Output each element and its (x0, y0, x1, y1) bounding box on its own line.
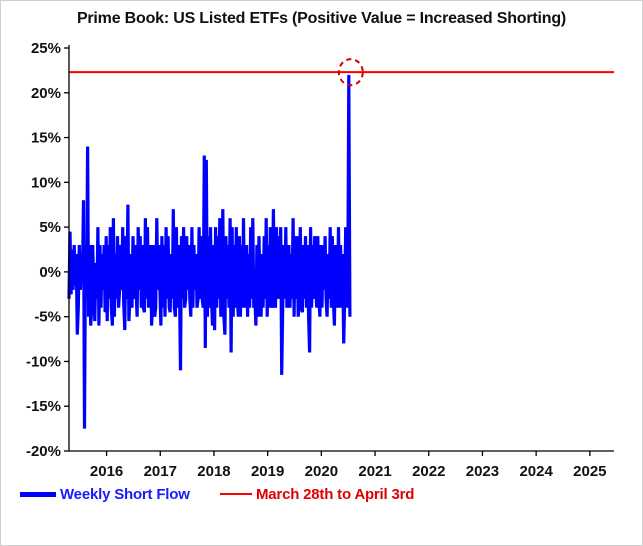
x-tick-label: 2021 (358, 463, 391, 480)
legend-item-weekly-short-flow: Weekly Short Flow (20, 483, 190, 505)
legend-swatch-red (220, 493, 252, 495)
x-tick-label: 2022 (412, 463, 445, 480)
chart-title: Prime Book: US Listed ETFs (Positive Val… (76, 10, 567, 27)
y-tick-label: -5% (34, 309, 61, 326)
x-tick-label: 2024 (519, 463, 553, 480)
y-tick-label: 0% (39, 264, 61, 281)
y-tick-label: 10% (31, 174, 61, 191)
y-tick-label: 25% (31, 40, 61, 57)
x-tick-label: 2023 (466, 463, 499, 480)
y-tick-label: 20% (31, 85, 61, 102)
legend-label-march-april: March 28th to April 3rd (256, 485, 415, 503)
legend-label-weekly-short-flow: Weekly Short Flow (60, 485, 190, 503)
x-tick-label: 2025 (573, 463, 606, 480)
series-weekly-short-flow (67, 74, 352, 429)
x-tick-label: 2018 (197, 463, 230, 480)
x-tick-label: 2020 (305, 463, 338, 480)
latest-value-highlight-circle (337, 58, 364, 87)
y-tick-label: -20% (26, 443, 61, 460)
x-tick-label: 2017 (144, 463, 177, 480)
legend-swatch-blue (20, 491, 56, 497)
y-tick-label: -10% (26, 353, 61, 370)
y-tick-label: -15% (26, 398, 61, 415)
y-tick-label: 15% (31, 130, 61, 147)
x-tick-label: 2016 (90, 463, 123, 480)
x-tick-label: 2019 (251, 463, 284, 480)
legend-item-march-april: March 28th to April 3rd (220, 483, 414, 505)
y-tick-label: 5% (39, 219, 61, 236)
